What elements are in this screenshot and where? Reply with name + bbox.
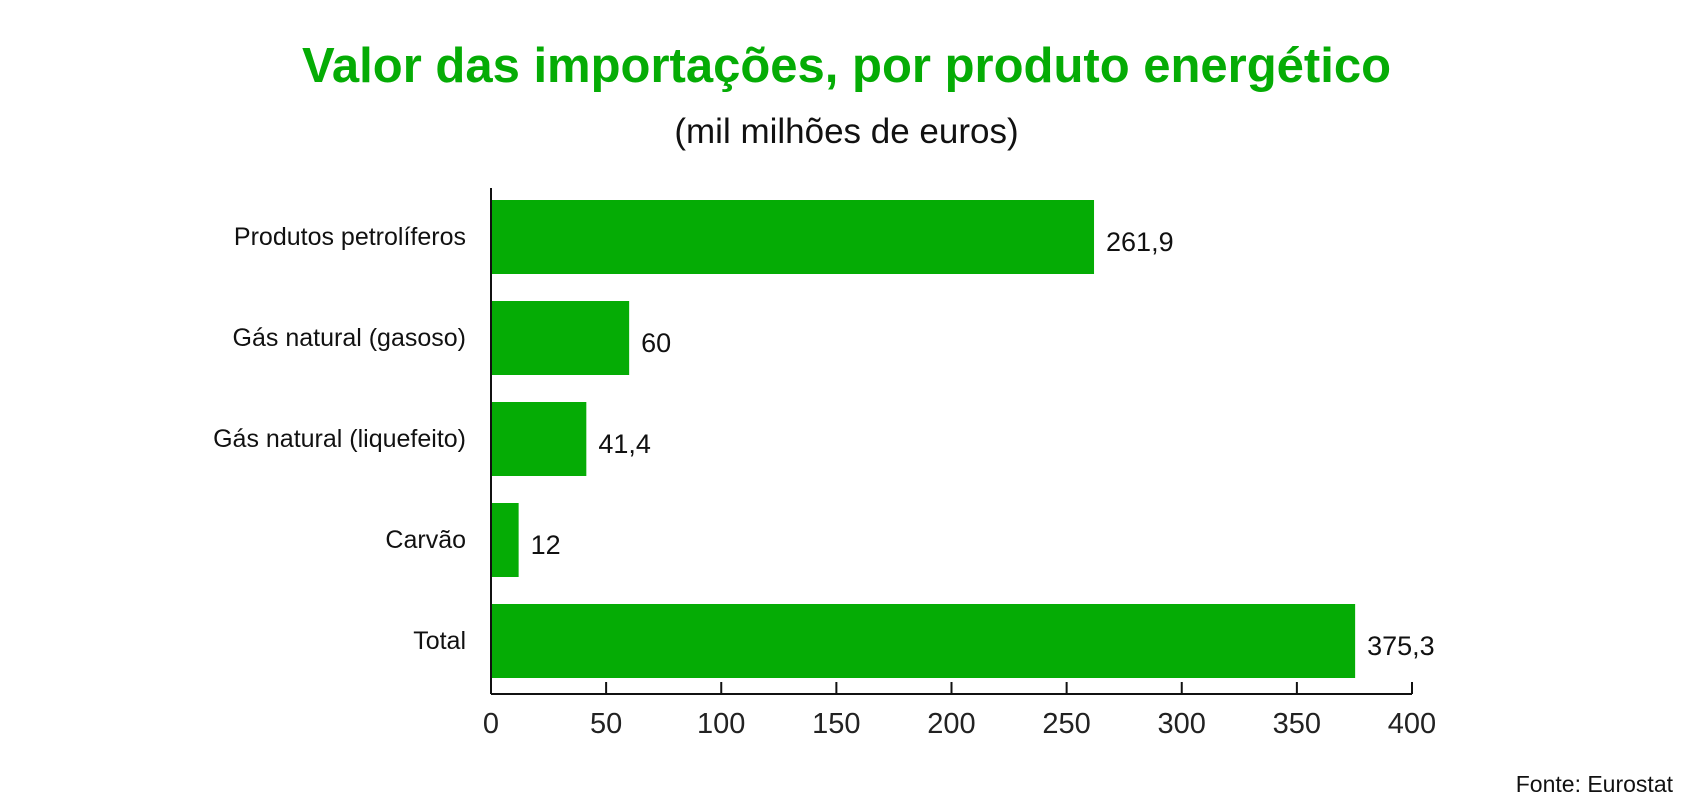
value-label-total: 375,3 [1367,631,1435,661]
chart-title: Valor das importações, por produto energ… [301,39,1392,93]
x-tick-label-350: 350 [1273,708,1321,740]
axes-group: 0 50 100 150 200 250 300 350 400 [483,188,1436,740]
x-tick-label-200: 200 [927,708,975,740]
value-label-gas-natural-liquefeito: 41,4 [598,429,651,459]
category-label-produtos-petroliferos: Produtos petrolíferos [234,223,466,251]
bar-gas-natural-gasoso [491,301,630,375]
x-tick-label-250: 250 [1042,708,1090,740]
x-tick-label-150: 150 [812,708,860,740]
x-tick-label-0: 0 [483,708,499,740]
value-label-produtos-petroliferos: 261,9 [1106,227,1174,257]
category-label-gas-natural-gasoso: Gás natural (gasoso) [233,324,466,352]
bar-total [491,604,1356,678]
chart-subtitle: (mil milhões de euros) [674,112,1019,151]
category-label-total: Total [413,627,466,655]
bar-produtos-petroliferos [491,200,1095,274]
bar-gas-natural-liquefeito [491,402,587,476]
x-tick-label-50: 50 [590,708,622,740]
source-note: Fonte: Eurostat [1515,771,1673,797]
value-label-carvao: 12 [531,530,561,560]
category-label-carvao: Carvão [385,526,466,554]
x-tick-label-100: 100 [697,708,745,740]
x-tick-label-400: 400 [1388,708,1436,740]
category-label-gas-natural-liquefeito: Gás natural (liquefeito) [213,425,466,453]
value-label-gas-natural-gasoso: 60 [641,328,671,358]
bar-carvao [491,503,519,577]
x-tick-label-300: 300 [1158,708,1206,740]
bars-group: Produtos petrolíferos 261,9 Gás natural (g… [213,200,1435,678]
